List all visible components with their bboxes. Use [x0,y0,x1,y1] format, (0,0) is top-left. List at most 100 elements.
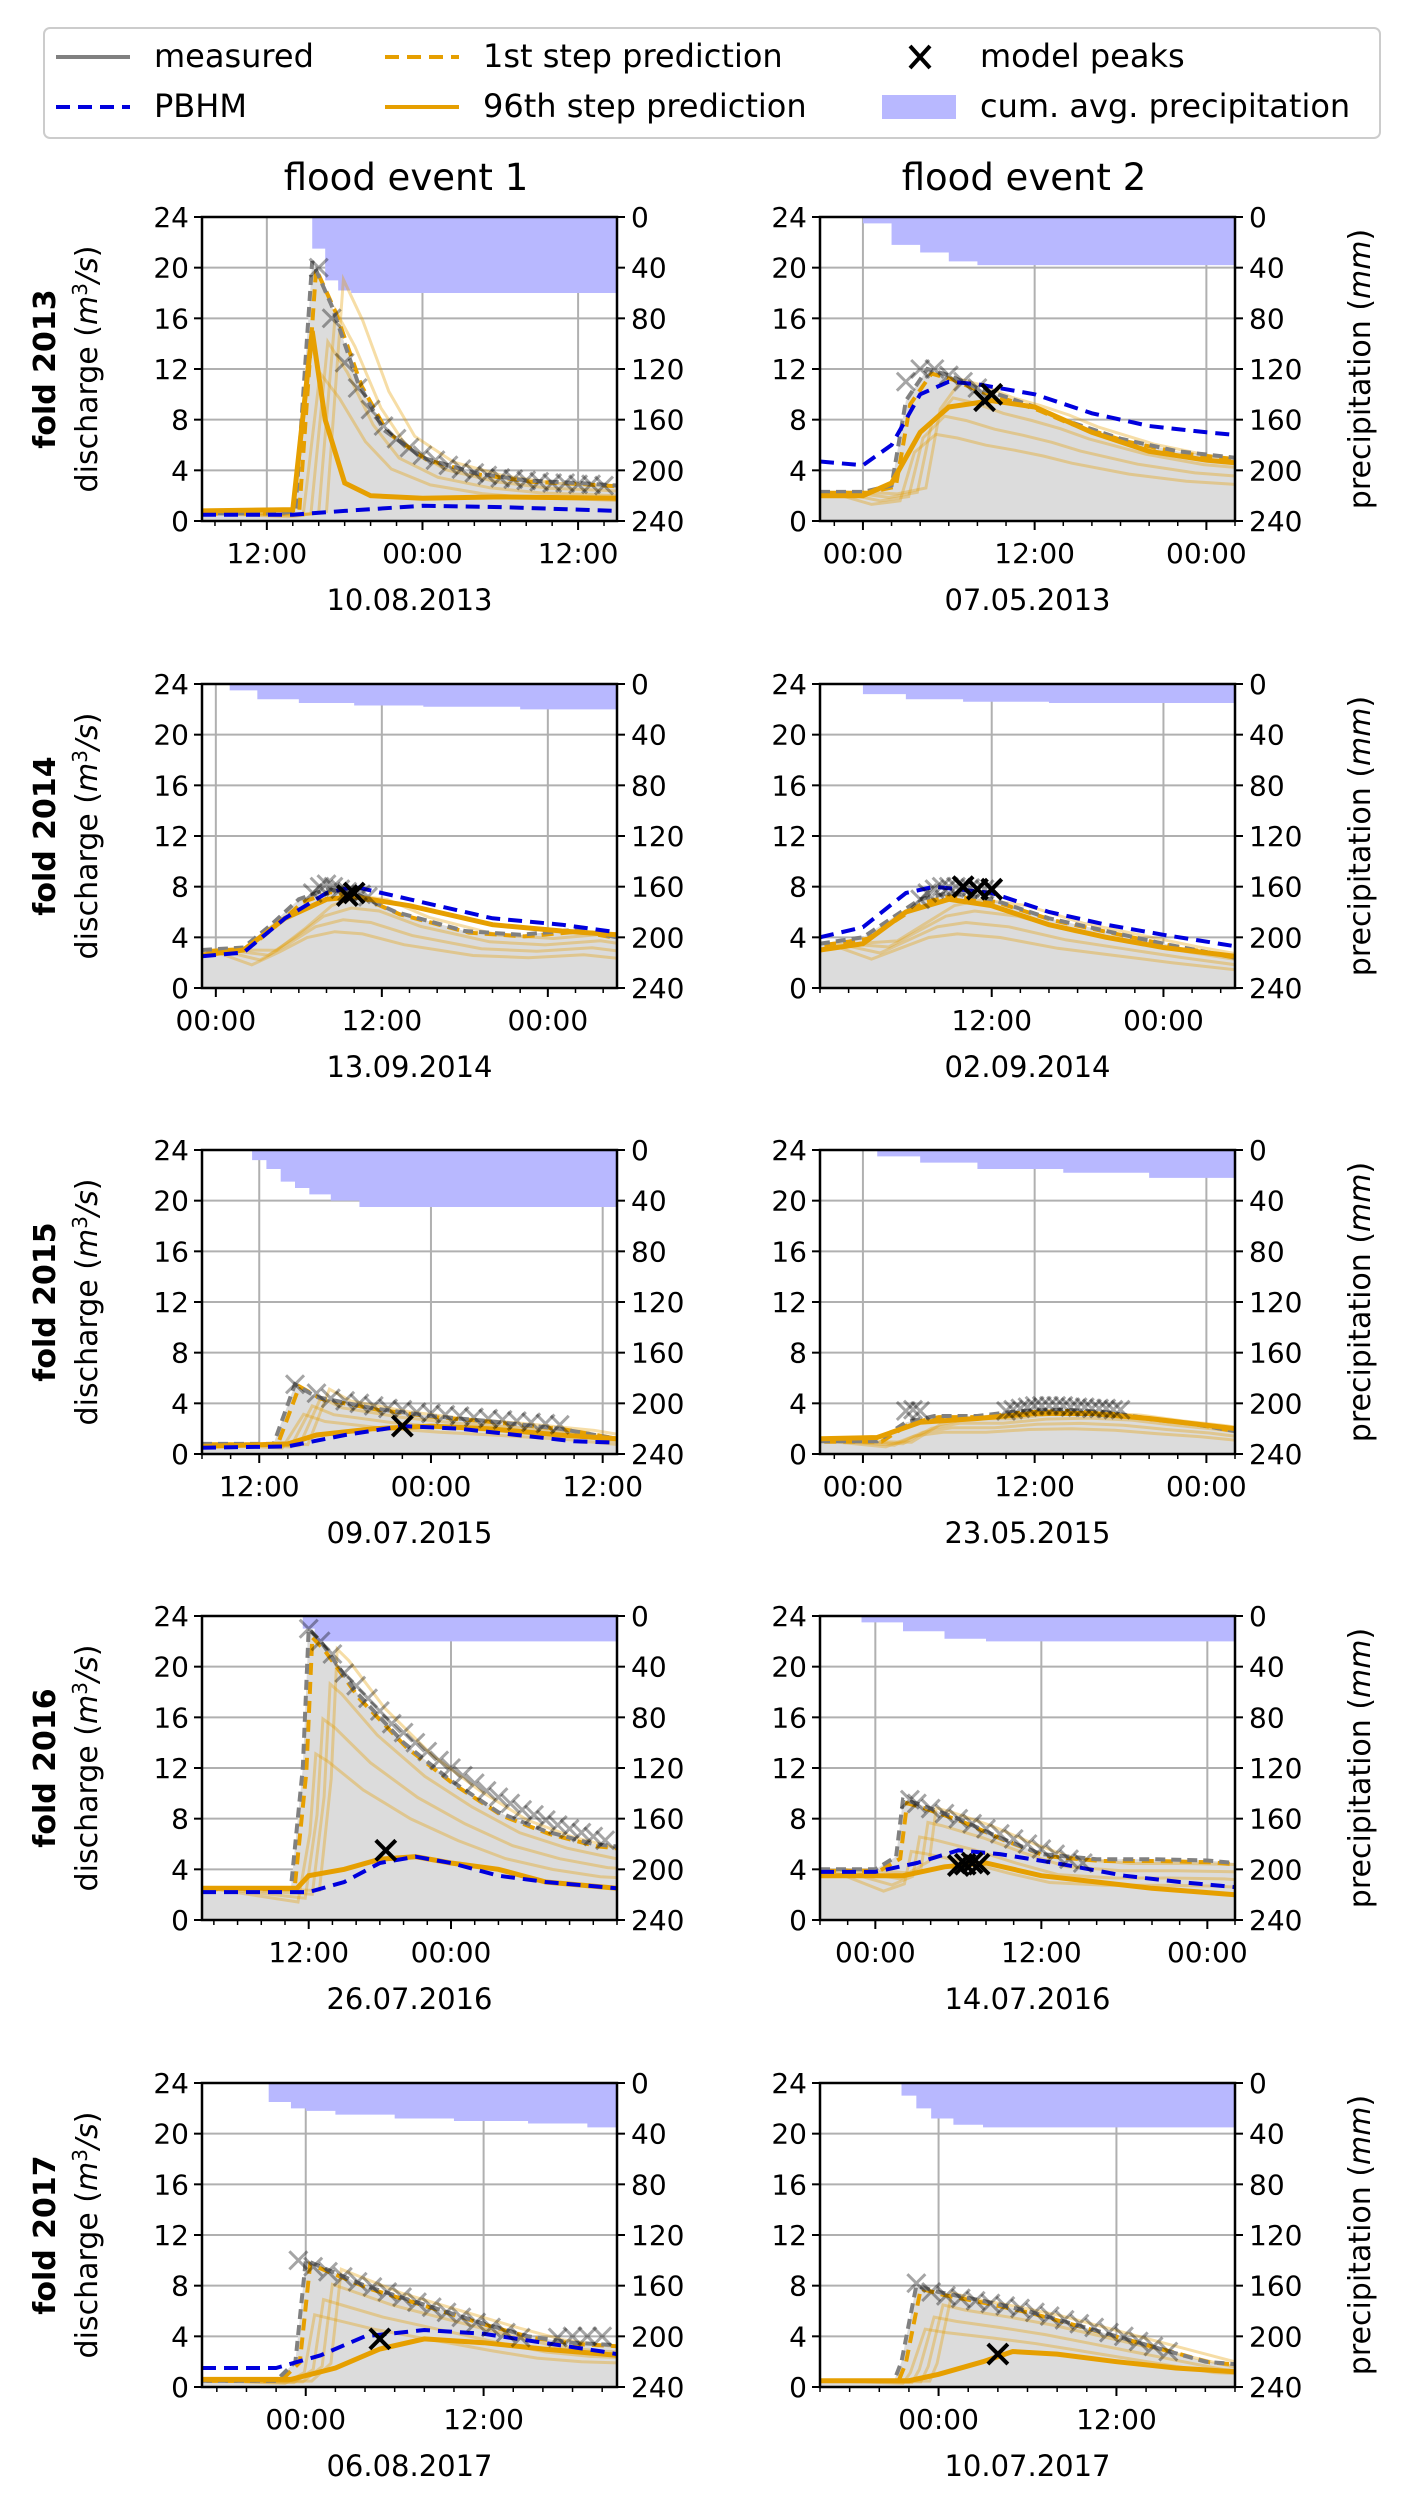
x-tick-label: 12:00 [538,537,619,570]
step96-prediction-line [202,2336,617,2382]
left-tick-label: 16 [153,1235,189,1268]
model-peak-marker [420,1403,442,1424]
left-tick-label: 12 [771,2219,807,2252]
measured-area [820,369,1235,521]
left-tick-label: 24 [771,1134,807,1167]
model-peak-marker [1054,2309,1075,2330]
right-tick-label: 240 [1249,1904,1302,1937]
step96-prediction-line [202,894,617,958]
measured-area [202,1628,617,1920]
model-peak-marker [392,1399,413,1420]
model-peak-marker [449,1405,470,1427]
model-peak-marker [1017,1397,1038,1418]
left-tick-label: 12 [153,820,189,853]
plot-area [202,217,617,521]
column-titles: flood event 1 flood event 2 [284,156,1147,199]
right-tick-label: 240 [1249,1438,1302,1471]
right-tick-label: 240 [631,972,684,1005]
left-tick-label: 8 [171,871,189,904]
right-tick-label: 200 [1249,1853,1302,1886]
left-tick-label: 8 [789,1803,807,1836]
left-tick-label: 8 [171,1337,189,1370]
left-tick-label: 0 [789,1438,807,1471]
left-tick-label: 4 [789,2320,807,2353]
pbhm-line [202,1424,617,1450]
step96-prediction-line [820,2348,1235,2384]
model-peak-marker [429,1750,450,1771]
model-peak-marker [377,1398,399,1419]
x-tick-label: 12:00 [268,1936,349,1969]
left-axis-label: discharge (m3/s) [68,246,105,493]
right-axis-label: precipitation (mm) [1343,2095,1378,2375]
plot-area [820,1616,1235,1920]
precipitation-bars [202,1616,617,1642]
model-peak-marker [967,1852,991,1876]
right-tick-label: 120 [631,353,684,386]
model-peak-marker [321,308,342,329]
date-label: 14.07.2016 [944,1982,1110,2016]
right-tick-label: 160 [1249,871,1302,904]
legend-item: 1st step prediction [385,37,783,75]
right-tick-label: 80 [631,769,667,802]
model-peak-marker [452,1765,473,1786]
fold-label: fold 2014 [28,756,63,915]
intermediate-prediction-line [226,906,617,957]
legend-item: 96th step prediction [385,87,807,125]
right-tick-label: 120 [1249,1752,1302,1785]
pbhm-line [202,884,617,959]
model-peak-marker [347,2271,368,2292]
left-tick-label: 4 [171,1387,189,1420]
model-peak-marker [980,2293,1001,2314]
measured-area [202,889,617,988]
x-tick-label: 00:00 [1167,1936,1248,1969]
model-peak-marker [980,877,1004,901]
model-peak-marker [369,1700,390,1722]
intermediate-prediction-line [209,930,617,967]
model-peak-marker [583,1826,604,1847]
date-label: 09.07.2015 [326,1516,492,1550]
model-peak-marker [962,1813,983,1834]
right-tick-label: 40 [1249,252,1285,285]
model-peak-marker [317,2261,339,2282]
model-peak-marker [938,365,959,386]
model-peak-marker [357,1688,379,1709]
left-tick-label: 0 [171,1904,189,1937]
step96-prediction-line [820,398,1235,499]
model-peak-marker [1010,1398,1031,1419]
legend-label: measured [154,37,314,75]
plot-area [820,217,1235,521]
right-tick-label: 40 [631,1185,667,1218]
left-tick-label: 4 [171,2320,189,2353]
model-peak-marker [492,1409,513,1430]
model-peak-marker [950,2288,971,2309]
right-tick-label: 200 [1249,1387,1302,1420]
model-peak-marker [503,469,524,490]
intermediate-prediction-line [216,1716,617,1900]
intermediate-prediction-line [853,1806,1235,1875]
model-peak-marker [436,2302,457,2323]
right-tick-label: 0 [1249,2067,1267,2100]
x-tick-label: 12:00 [341,1004,422,1037]
right-tick-label: 120 [631,1286,684,1319]
right-tick-label: 120 [1249,2219,1302,2252]
model-peak-marker [547,1814,568,1836]
right-tick-label: 40 [1249,1651,1285,1684]
model-peak-marker [920,1798,941,1819]
x-tick-label: 00:00 [835,1936,916,1969]
model-peak-marker [910,358,931,380]
legend: measured 1st step prediction model peaks PB… [43,27,1381,139]
model-peak-marker [1128,2331,1149,2352]
model-peak-marker [323,876,344,897]
model-peak-marker [1017,1833,1038,1855]
model-peak-marker [464,1773,485,1794]
model-peak-marker [542,472,563,494]
x-tick-label: 12:00 [443,2403,524,2436]
legend-patch-swatch [882,95,956,119]
plot-area [202,1150,617,1454]
date-label: 02.09.2014 [944,1050,1110,1084]
intermediate-prediction-line [837,1421,1235,1447]
right-tick-label: 80 [1249,2168,1285,2201]
